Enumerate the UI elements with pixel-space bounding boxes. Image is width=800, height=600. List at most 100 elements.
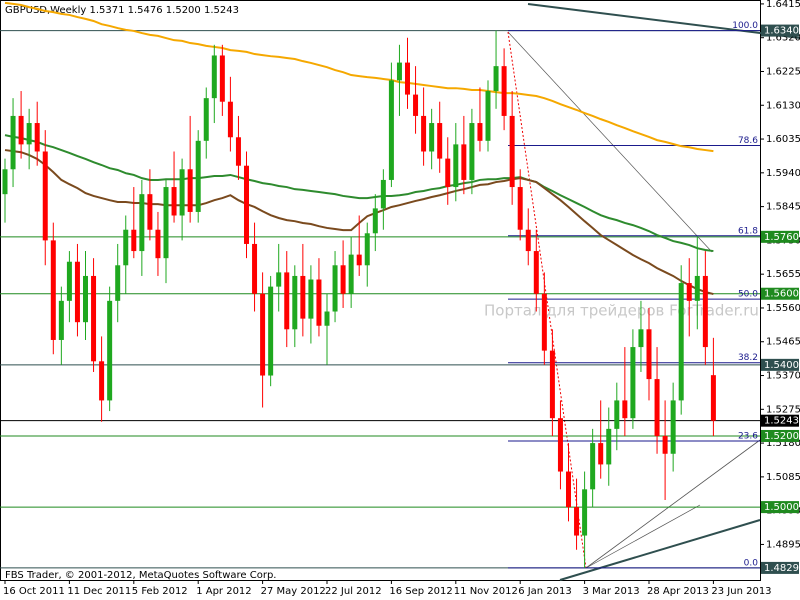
candle-body [582,489,588,536]
level-label-box [761,24,799,37]
y-tick-label: 1.5845 [766,202,800,213]
candle-body [469,123,475,180]
candle-body [324,311,330,326]
candle-body [163,187,169,259]
y-tick-label: 1.6415 [766,0,800,10]
fib-label: 23.6 [738,431,758,441]
candle-body [493,66,499,92]
y-tick-label: 1.5465 [766,337,800,348]
candle-body [147,194,153,230]
candle-body [260,293,266,376]
candle-body [292,275,298,330]
candle-body [356,254,362,266]
moving-average [4,134,714,253]
y-tick-label: 1.5940 [766,168,800,179]
candle-body [517,187,523,230]
level-label: 1.5400 [764,360,799,371]
candle-body [83,275,88,323]
candle-body [388,80,394,180]
level-label-box [761,358,799,371]
level-label-box [761,414,799,427]
fib-label: 38.2 [738,353,758,363]
candle-body [123,229,129,266]
candle-body [179,169,185,216]
x-tick-label: 5 Feb 2012 [132,586,188,597]
y-tick-label: 1.5560 [766,303,800,314]
candle-body [477,123,483,141]
candle-body [316,279,322,326]
candle-body [557,418,563,472]
x-tick-label: 16 Oct 2011 [3,586,65,597]
x-tick-label: 3 Mar 2013 [583,586,640,597]
candle-body [139,194,145,252]
candle-body [91,275,97,362]
candle-body [566,471,571,508]
candle-body [421,115,427,152]
candle-body [308,279,314,319]
level-label-box [761,230,799,243]
candle-body [115,265,121,301]
candle-body [686,283,692,301]
candle-body [276,272,282,287]
candle-body [501,66,507,116]
candle-body [654,379,660,436]
candle-body [171,187,177,216]
level-label: 1.4829 [764,563,799,574]
y-tick-label: 1.6035 [766,134,800,145]
candle-body [340,265,346,294]
candle-body [614,400,620,429]
trend-line [559,519,761,581]
level-label: 1.5760 [764,232,799,243]
y-tick-label: 1.6320 [766,33,800,44]
candle-body [268,286,274,376]
x-tick-label: 6 Jan 2013 [518,586,572,597]
candle-body [638,329,644,348]
candle-body [235,137,241,166]
moving-average [4,1,714,153]
chart-header: GBPUSD,Weekly 1.5371 1.5476 1.5200 1.524… [5,5,239,16]
x-tick-label: 23 Jun 2013 [711,586,771,597]
candle-body [678,283,684,401]
y-tick-label: 1.6130 [766,100,800,111]
candle-body [50,240,56,340]
candle-body [187,169,193,212]
footer: FBS Trader, © 2001-2012, MetaQuotes Soft… [5,570,276,581]
level-label-box [761,287,799,300]
candle-body [396,62,402,81]
level-label-box [761,429,799,442]
trend-line [585,504,701,569]
candle-body [300,275,306,319]
x-tick-label: 28 Apr 2013 [647,586,709,597]
candle-body [413,94,419,116]
y-tick-label: 1.5370 [766,371,800,382]
drawings [507,3,800,581]
candle-body [284,272,290,330]
candle-body [453,144,459,188]
candle-body [598,443,604,465]
candle-body [405,62,410,95]
candle-body [219,55,225,102]
level-label: 1.5200 [764,431,799,442]
candle-body [10,115,16,170]
candle-body [99,361,105,401]
candle-body [332,265,338,312]
candle-body [131,229,137,252]
candle-body [509,115,515,188]
candle-body [574,507,580,536]
candle-body [541,293,547,351]
candle-body [662,435,668,454]
y-tick-label: 1.5655 [766,269,800,280]
x-tick-label: 27 May 2012 [261,586,326,597]
trend-line [585,439,761,569]
candle-body [211,55,217,99]
fib-label: 0.0 [744,558,759,568]
candle-body [380,179,386,209]
candle-body [34,123,40,152]
x-tick-label: 11 Dec 2011 [67,586,131,597]
level-label: 1.6340 [764,26,799,37]
plot-frame [0,0,761,581]
candle-body [702,275,708,348]
level-label: 1.5600 [764,289,799,300]
candle-body [670,400,676,454]
